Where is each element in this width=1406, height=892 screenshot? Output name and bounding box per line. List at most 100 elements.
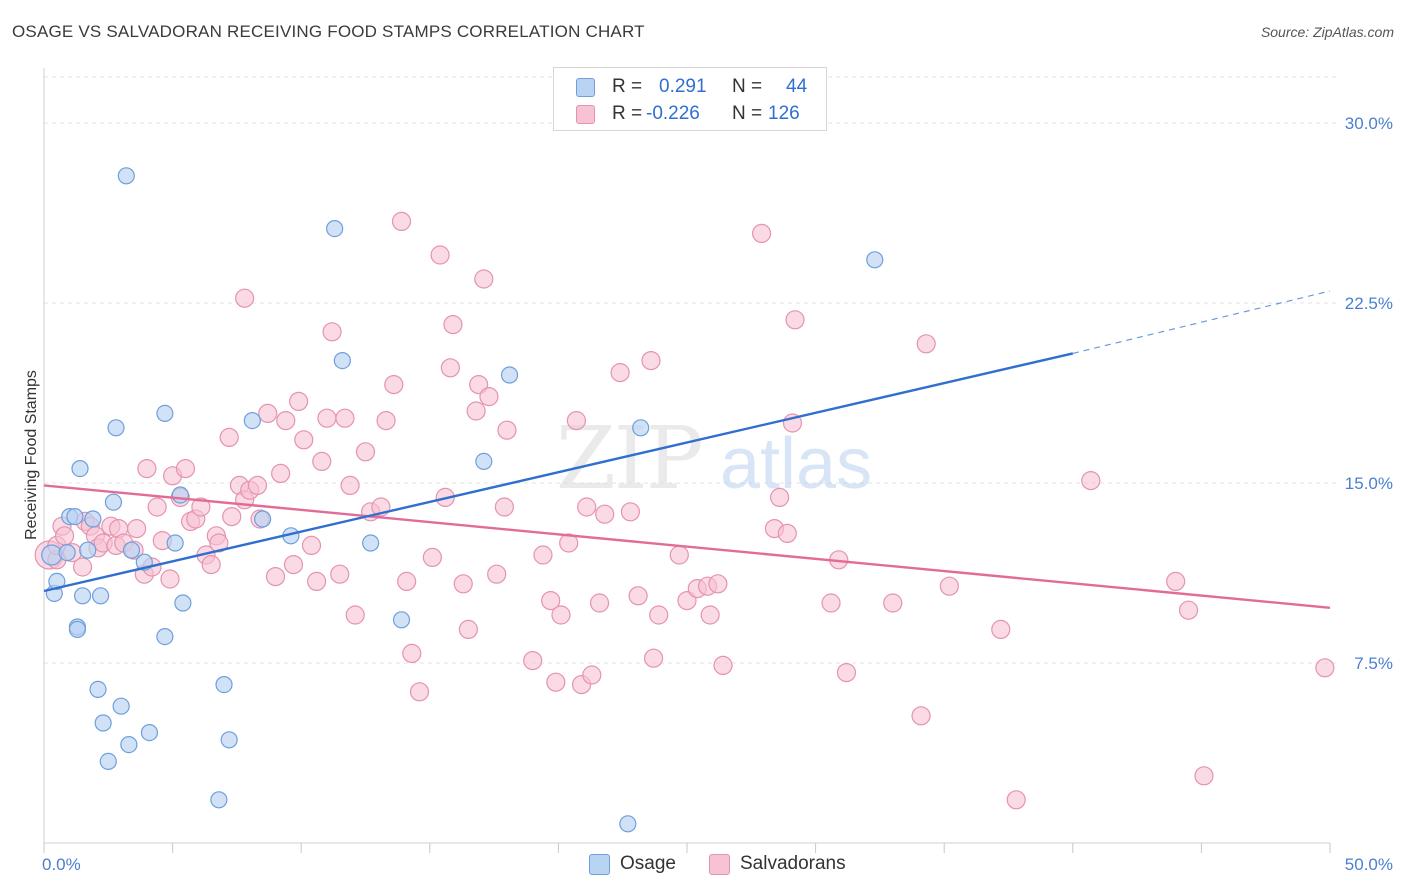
salvadorans-point (258, 403, 278, 423)
osage-point (632, 419, 650, 437)
salvadorans-point (126, 518, 147, 539)
salvadorans-point (247, 475, 268, 495)
x-tick-label: 50.0% (1345, 855, 1393, 874)
salvadorans-point (440, 358, 460, 378)
salvadorans-point (785, 310, 805, 330)
salvadorans-point (265, 566, 286, 587)
salvadorans-point (219, 427, 239, 447)
salvadorans-point (494, 497, 514, 517)
osage-point (104, 493, 123, 511)
osage-point (362, 534, 380, 552)
salvadorans-point (708, 574, 728, 594)
salvadorans-point (883, 593, 903, 613)
salvadorans-point (1081, 471, 1101, 491)
tick-labels: 7.5% 15.0% 22.5% 30.0% 0.0% 50.0% (42, 114, 1393, 874)
osage-point (171, 486, 189, 504)
salvadorans-point (209, 533, 229, 553)
salvadorans-point (566, 411, 587, 431)
salvadorans-point (777, 523, 797, 544)
legend-osage-label: Osage (620, 853, 676, 874)
legend-row-salvadorans: R = -0.226 N = 126 (554, 101, 826, 127)
grid-lines (44, 76, 1338, 664)
salvadorans-point (137, 459, 157, 479)
salvadorans-point (497, 420, 517, 440)
osage-point (107, 419, 125, 437)
watermark-atlas: atlas (720, 424, 872, 504)
salvadorans-point (391, 211, 412, 231)
y-tick-label: 15.0% (1345, 474, 1393, 493)
salvadorans-point (191, 497, 211, 517)
y-tick-label: 30.0% (1345, 114, 1393, 133)
osage-points (41, 167, 884, 833)
osage-point (210, 791, 228, 809)
salvadorans-n-value: 126 (768, 103, 800, 124)
salvadorans-point (235, 288, 255, 308)
salvadorans-point (939, 576, 959, 596)
osage-r-label: R = (612, 76, 643, 97)
salvadorans-trend-line (43, 484, 1331, 609)
salvadorans-point (72, 557, 93, 577)
legend-row-osage: R = 0.291 N = 44 (554, 74, 826, 100)
salvadorans-point (546, 672, 566, 692)
salvadorans-n-label: N = (732, 103, 763, 124)
osage-point (140, 723, 159, 742)
osage-point (73, 587, 92, 605)
legend-salvadorans-label: Salvadorans (740, 853, 846, 874)
osage-point (619, 815, 637, 833)
salvadorans-point (402, 643, 422, 664)
y-tick-label: 7.5% (1354, 654, 1393, 673)
osage-point (71, 460, 89, 478)
salvadorans-r-label: R = (612, 103, 643, 124)
salvadorans-point (821, 593, 841, 613)
salvadorans-point (1194, 766, 1214, 786)
osage-point (156, 627, 174, 646)
y-tick-label: 22.5% (1345, 294, 1393, 313)
osage-n-value: 44 (786, 76, 808, 97)
salvadorans-point (595, 504, 615, 524)
salvadorans-point (312, 451, 332, 471)
osage-point (500, 366, 519, 384)
salvadorans-point (1006, 790, 1026, 810)
osage-point (58, 543, 76, 562)
osage-point (174, 594, 192, 612)
salvadorans-point (443, 315, 463, 335)
salvadorans-point (577, 497, 597, 517)
salvadorans-point (533, 545, 553, 565)
salvadorans-point (713, 655, 733, 676)
osage-point (68, 620, 87, 639)
osage-point (41, 544, 63, 566)
salvadorans-point (322, 322, 342, 342)
salvadorans-point (307, 571, 327, 592)
osage-point (91, 587, 110, 605)
source-credit: Source: ZipAtlas.com (1260, 24, 1394, 40)
salvadorans-point (458, 619, 478, 640)
salvadorans-point (769, 487, 790, 507)
salvadorans-point (409, 682, 430, 702)
salvadorans-point (541, 590, 561, 611)
osage-point (94, 714, 112, 732)
osage-trend-extension (1072, 290, 1331, 354)
watermark: ZIP atlas (556, 409, 872, 509)
salvadorans-point (160, 569, 180, 589)
salvadorans-r-value: -0.226 (646, 103, 700, 124)
salvadorans-point (582, 665, 602, 685)
salvadorans-point (610, 363, 630, 383)
salvadorans-point (991, 619, 1011, 640)
osage-point (254, 510, 272, 528)
salvadorans-point (340, 475, 360, 495)
salvadorans-point (276, 411, 296, 431)
salvadorans-point (751, 223, 772, 243)
osage-r-value: 0.291 (659, 76, 707, 97)
salvadorans-point (222, 506, 242, 527)
salvadorans-point (836, 662, 857, 683)
salvadorans-point (175, 459, 196, 479)
osage-point (48, 572, 66, 591)
osage-point (220, 731, 238, 749)
salvadorans-point (911, 706, 931, 726)
y-axis-label: Receiving Food Stamps (23, 370, 40, 540)
salvadorans-point (317, 408, 337, 428)
salvadorans-point (669, 545, 689, 565)
salvadorans-point (479, 387, 499, 407)
salvadorans-point (384, 375, 404, 395)
